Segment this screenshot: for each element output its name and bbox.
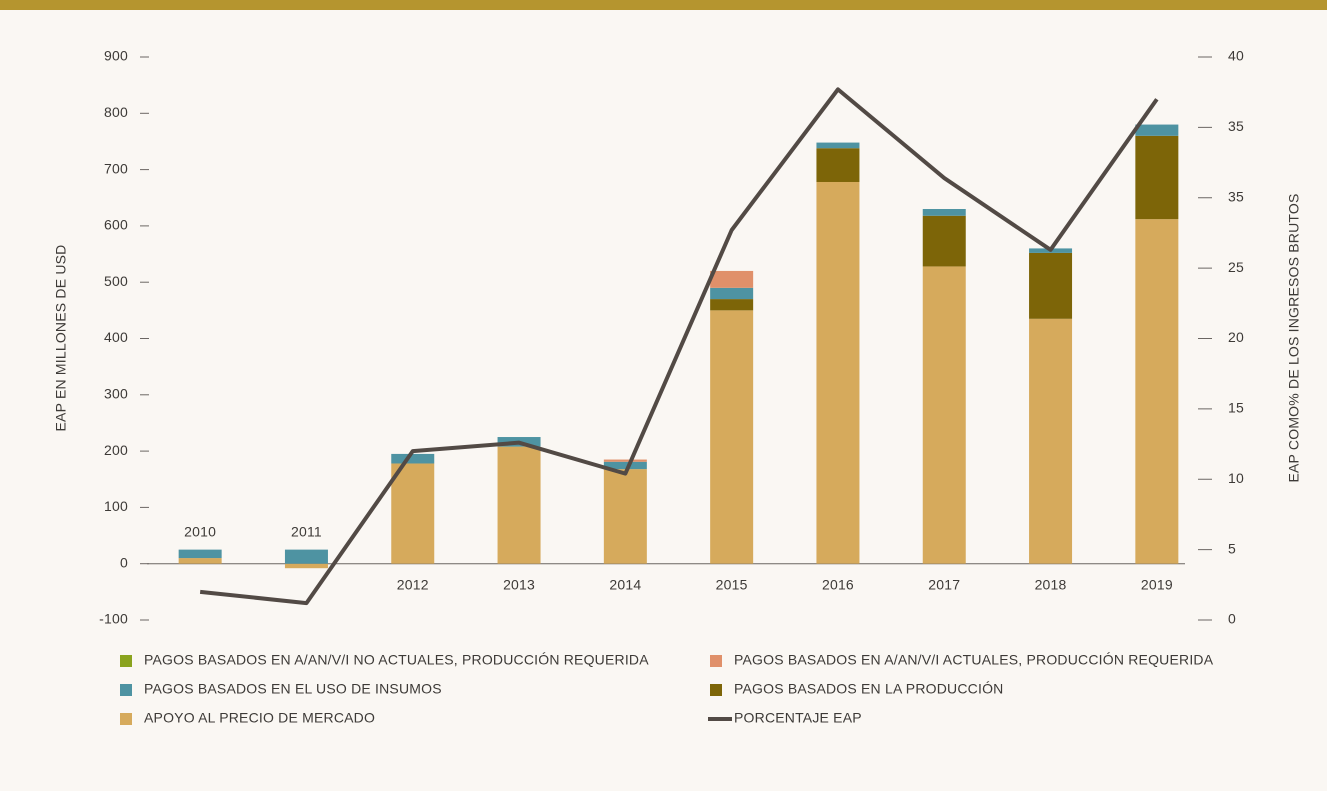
bar-segment xyxy=(391,463,435,564)
y2-tick-label: 35 xyxy=(1228,118,1244,134)
x-tick-label: 2011 xyxy=(291,523,322,539)
x-tick-label: 2016 xyxy=(822,576,854,592)
legend-label: PORCENTAJE EAP xyxy=(734,710,862,726)
legend-label: APOYO AL PRECIO DE MERCADO xyxy=(144,710,375,726)
bar-segment xyxy=(1135,219,1179,564)
bar-segment xyxy=(710,310,754,564)
bar-segment xyxy=(1135,124,1179,136)
x-tick-label: 2018 xyxy=(1035,576,1067,592)
y2-tick-label: 35 xyxy=(1228,188,1244,204)
x-tick-label: 2017 xyxy=(928,576,960,592)
y-tick-label: 400 xyxy=(104,329,128,345)
x-tick-label: 2010 xyxy=(184,523,216,539)
x-tick-label: 2014 xyxy=(609,576,641,592)
y-tick-label: 0 xyxy=(120,554,128,570)
legend-label: PAGOS BASADOS EN LA PRODUCCIÓN xyxy=(734,681,1003,697)
bar-segment xyxy=(497,446,541,564)
bar-segment xyxy=(284,563,328,569)
y2-tick-label: 40 xyxy=(1228,48,1244,64)
legend-swatch xyxy=(120,655,132,667)
bar-segment xyxy=(178,558,222,564)
bar-segment xyxy=(603,461,647,470)
legend-swatch xyxy=(710,655,722,667)
top-band xyxy=(0,0,1327,10)
bar-segment xyxy=(922,215,966,267)
y2-tick-label: 25 xyxy=(1228,259,1244,275)
bar-segment xyxy=(1029,252,1073,319)
y2-tick-label: 10 xyxy=(1228,470,1244,486)
y2-tick-label: 0 xyxy=(1228,611,1236,627)
bar-segment xyxy=(922,266,966,564)
y-axis-title: EAP EN MILLONES DE USD xyxy=(53,245,69,432)
bar-segment xyxy=(603,469,647,564)
legend-swatch xyxy=(120,684,132,696)
y2-tick-label: 20 xyxy=(1228,329,1244,345)
y-tick-label: 300 xyxy=(104,386,128,402)
bar-segment xyxy=(710,299,754,311)
y-tick-label: 800 xyxy=(104,104,128,120)
y2-axis-title: EAP COMO% DE LOS INGRESOS BRUTOS xyxy=(1286,193,1302,482)
legend-swatch xyxy=(710,684,722,696)
y2-tick-label: 15 xyxy=(1228,400,1244,416)
line-series xyxy=(199,87,1159,606)
legend-label: PAGOS BASADOS EN A/AN/V/I NO ACTUALES, P… xyxy=(144,652,649,668)
bar-segment xyxy=(603,459,647,462)
bar-segment xyxy=(922,209,966,216)
y-tick-label: 600 xyxy=(104,217,128,233)
x-tick-label: 2015 xyxy=(716,576,748,592)
bar-segment xyxy=(178,549,222,559)
y-tick-label: 900 xyxy=(104,48,128,64)
legend-label: PAGOS BASADOS EN EL USO DE INSUMOS xyxy=(144,681,442,697)
bar-segment xyxy=(391,453,435,464)
y-tick-label: 700 xyxy=(104,160,128,176)
bar-segment xyxy=(710,270,754,288)
bar-segment xyxy=(710,287,754,300)
x-tick-label: 2013 xyxy=(503,576,535,592)
bar-segment xyxy=(816,181,860,564)
x-tick-label: 2012 xyxy=(397,576,429,592)
bar-segment xyxy=(816,142,860,149)
x-tick-label: 2019 xyxy=(1141,576,1173,592)
y-tick-label: -100 xyxy=(99,611,128,627)
y-tick-label: 500 xyxy=(104,273,128,289)
bar-segment xyxy=(1135,135,1179,220)
y-tick-label: 100 xyxy=(104,498,128,514)
legend-swatch xyxy=(120,713,132,725)
y-tick-label: 200 xyxy=(104,442,128,458)
legend-label: PAGOS BASADOS EN A/AN/V/I ACTUALES, PROD… xyxy=(734,652,1214,668)
y2-tick-label: 5 xyxy=(1228,540,1236,556)
bar-segment xyxy=(816,148,860,182)
bar-segment xyxy=(284,549,328,564)
bar-segment xyxy=(1029,318,1073,564)
